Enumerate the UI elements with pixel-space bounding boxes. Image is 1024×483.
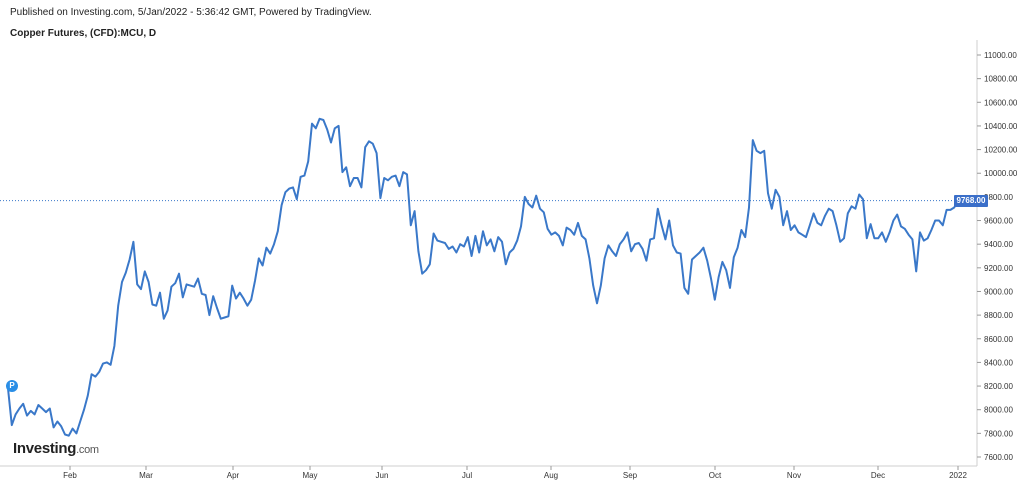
y-tick-label: 7600.00 [984,453,1013,462]
x-tick-label: 2022 [949,471,967,480]
y-tick-label: 9400.00 [984,240,1013,249]
y-tick-label: 9800.00 [984,193,1013,202]
x-tick-label: Nov [787,471,801,480]
y-tick-label: 10200.00 [984,146,1018,155]
x-tick-label: Jun [376,471,389,480]
logo-suffix: .com [76,444,99,456]
x-tick-label: Mar [139,471,153,480]
x-tick-label: Aug [544,471,558,480]
y-tick-label: 8200.00 [984,382,1013,391]
y-tick-label: 11000.00 [984,51,1017,60]
investing-logo: Investing.com [13,440,99,457]
x-tick-label: Apr [227,471,240,480]
y-tick-label: 10400.00 [984,122,1018,131]
x-tick-label: Oct [709,471,722,480]
y-tick-label: 10000.00 [984,169,1018,178]
copper-price-line[interactable] [7,117,959,437]
y-tick-label: 10800.00 [984,75,1018,84]
y-tick-label: 8400.00 [984,358,1013,367]
x-tick-label: Sep [623,471,638,480]
p-marker[interactable]: P [6,380,18,392]
y-tick-label: 8800.00 [984,311,1013,320]
y-tick-label: 8600.00 [984,335,1013,344]
y-tick-label: 9200.00 [984,264,1013,273]
y-tick-label: 10600.00 [984,98,1018,107]
price-axis: 11000.00 10800.00 10600.00 10400.00 10200.00… [976,40,1018,466]
x-tick-label: May [302,471,317,480]
x-tick-label: Feb [63,471,77,480]
chart-header: Published on Investing.com, 5/Jan/2022 -… [10,7,372,39]
published-note: Published on Investing.com, 5/Jan/2022 -… [10,7,372,18]
y-tick-label: 8000.00 [984,406,1013,415]
y-tick-label: 9000.00 [984,287,1013,296]
y-tick-label: 9600.00 [984,217,1013,226]
series-group [7,117,959,437]
time-axis: Feb Mar Apr May Jun Jul Aug Sep Oct Nov Dec 2022 [0,465,977,480]
x-tick-label: Jul [462,471,472,480]
y-tick-label: 7800.00 [984,429,1013,438]
last-price-badge: 9768.00 [954,194,988,207]
logo-brand: Investing [13,440,77,457]
x-tick-label: Dec [871,471,885,480]
symbol-title: Copper Futures, (CFD):MCU, D [10,28,157,39]
